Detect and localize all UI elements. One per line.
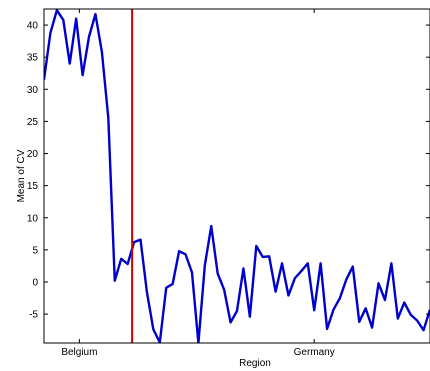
x-tick-label-germany: Germany [294,347,335,358]
y-tick-label: 30 [27,85,39,96]
y-axis-label: Mean of CV [16,149,27,202]
y-tick-label: 25 [27,117,39,128]
x-tick-label-belgium: Belgium [61,347,97,358]
plot-frame [43,8,430,344]
y-tick-label: 20 [27,149,39,160]
y-tick-label: -5 [29,310,38,321]
y-tick-label: 0 [32,277,38,288]
y-tick-label: 40 [27,21,39,32]
y-tick-label: 5 [32,245,38,256]
series-line [44,9,430,343]
plot-background [44,9,430,343]
y-tick-label: 35 [27,53,39,64]
y-tick-label: 15 [27,181,39,192]
x-axis-label: Region [239,358,271,369]
y-tick-label: 10 [27,213,39,224]
